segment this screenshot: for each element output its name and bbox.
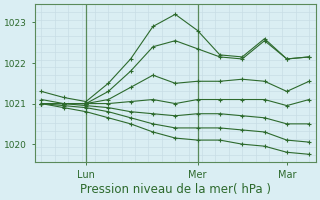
X-axis label: Pression niveau de la mer( hPa ): Pression niveau de la mer( hPa ) (80, 183, 271, 196)
